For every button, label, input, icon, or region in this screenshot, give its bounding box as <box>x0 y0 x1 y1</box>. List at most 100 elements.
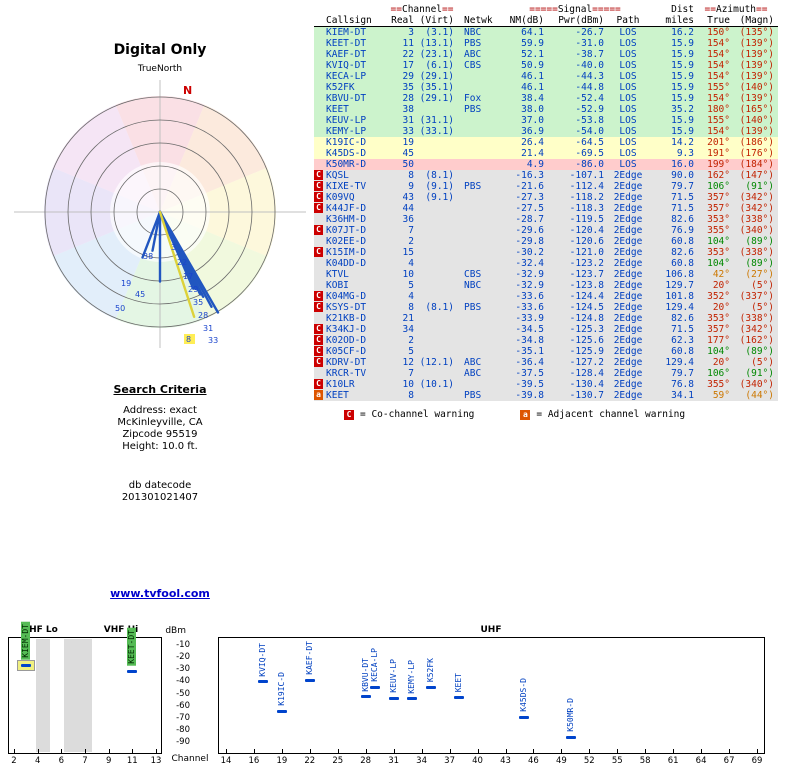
real-channel-column-header: Real <box>391 15 414 26</box>
co-channel-warning-badge: C <box>314 181 323 191</box>
radar-ring <box>67 119 253 305</box>
azimuth-magnetic-cell: (176°) <box>739 148 774 159</box>
azimuth-true-cell: 180° <box>707 104 730 115</box>
virtual-channel-cell <box>414 324 458 335</box>
noise-margin-cell: 21.4 <box>521 148 544 159</box>
azimuth-magnetic-cell: (338°) <box>739 313 774 324</box>
azimuth-true-cell: 352° <box>707 291 730 302</box>
station-row: C K09VQ 43 (9.1) -27.3 -118.2 2Edge 71.5 357° (34… <box>314 192 778 203</box>
azimuth-true-cell: 20° <box>712 302 730 313</box>
real-channel-cell: 10 <box>402 269 414 280</box>
station-label: KECA-LP <box>370 647 380 682</box>
path-cell: 2Edge <box>613 170 643 181</box>
signal-marker <box>565 736 576 740</box>
station-bearing-line <box>158 210 196 318</box>
distance-cell: 60.8 <box>671 236 694 247</box>
callsign-cell: K10LR <box>326 379 355 390</box>
callsign-cell: K21KB-D <box>326 313 367 324</box>
callsign-cell: K09VQ <box>326 192 355 203</box>
azimuth-magnetic-cell: (91°) <box>745 181 774 192</box>
power-cell: -44.8 <box>575 82 604 93</box>
power-cell: -124.8 <box>569 313 604 324</box>
channel-tick-label: 58 <box>639 756 651 766</box>
signal-marker <box>425 686 436 690</box>
signal-marker <box>453 696 464 699</box>
network-cell <box>458 192 498 203</box>
warning-spacer <box>314 93 323 103</box>
channel-tick <box>37 749 39 753</box>
callsign-cell: K05CF-D <box>326 346 367 357</box>
callsign-cell: KIXE-TV <box>326 181 367 192</box>
channel-tick <box>253 749 255 753</box>
channel-tick-label: 19 <box>276 756 288 766</box>
power-cell: -127.2 <box>569 357 604 368</box>
channel-tick-label: 11 <box>126 756 138 766</box>
real-channel-cell: 2 <box>408 335 414 346</box>
virtual-channel-cell: (23.1) <box>419 49 454 60</box>
channel-tick <box>421 749 423 753</box>
co-channel-warning-badge: C <box>314 324 323 334</box>
noise-margin-cell: 36.9 <box>521 126 544 137</box>
channel-tick-label: 9 <box>105 756 112 766</box>
warning-spacer <box>314 104 323 114</box>
station-row: KRCR-TV 7 ABC -37.5 -128.4 2Edge 79.7 106° (91°) <box>314 368 778 379</box>
dbm-tick-label: -60 <box>176 700 190 711</box>
signal-marker <box>276 710 287 714</box>
network-cell <box>458 313 498 324</box>
virtual-channel-cell: (31.1) <box>419 115 454 126</box>
power-column-header: Pwr(dBm) <box>558 15 604 26</box>
dbm-tick-label: -40 <box>176 676 190 687</box>
radar-channel-label: 45 <box>135 290 145 299</box>
network-cell <box>458 324 498 335</box>
virtual-channel-cell <box>414 236 458 247</box>
real-channel-cell: 8 <box>408 390 414 401</box>
path-cell: LOS <box>619 38 637 49</box>
virtual-channel-cell <box>414 203 458 214</box>
noise-margin-cell: -36.4 <box>515 357 544 368</box>
network-cell <box>458 115 498 126</box>
warning-spacer <box>314 236 323 246</box>
noise-margin-cell: -27.3 <box>515 192 544 203</box>
path-cell: 2Edge <box>613 280 643 291</box>
power-cell: -130.4 <box>569 379 604 390</box>
distance-cell: 76.9 <box>671 225 694 236</box>
station-row: KIEM-DT 3 (3.1) NBC 64.1 -26.7 LOS 16.2 150° (135… <box>314 27 778 38</box>
search-criteria: Search Criteria Address: exact McKinleyv… <box>0 383 320 453</box>
station-row: C K04MG-D 4 -33.6 -124.4 2Edge 101.8 352° (337°) <box>314 291 778 302</box>
network-cell <box>458 137 498 148</box>
network-cell: NBC <box>464 27 482 38</box>
distance-cell: 15.9 <box>671 115 694 126</box>
distance-cell: 79.7 <box>671 368 694 379</box>
station-row: C K44JF-D 44 -27.5 -118.3 2Edge 71.5 357° (342°) <box>314 203 778 214</box>
noise-margin-cell: 46.1 <box>521 71 544 82</box>
distance-group-header: Dist <box>671 4 694 15</box>
distance-cell: 62.3 <box>671 335 694 346</box>
distance-cell: 60.8 <box>671 258 694 269</box>
tvfool-link[interactable]: www.tvfool.com <box>110 587 210 600</box>
miles-column-header: miles <box>665 15 694 26</box>
real-channel-cell: 22 <box>402 49 414 60</box>
network-cell: PBS <box>464 302 482 313</box>
power-cell: -119.5 <box>569 214 604 225</box>
real-channel-cell: 11 <box>402 38 414 49</box>
co-channel-warning-badge: C <box>314 170 323 180</box>
radar-channel-label: 35 <box>193 298 203 307</box>
station-row: C K15IM-D 15 -30.2 -121.0 2Edge 82.6 353° (338°) <box>314 247 778 258</box>
magnetic-azimuth-column-header: (Magn) <box>739 15 774 26</box>
azimuth-magnetic-cell: (165°) <box>739 104 774 115</box>
distance-cell: 82.6 <box>671 247 694 258</box>
path-cell: 2Edge <box>613 236 643 247</box>
channel-tick <box>393 749 395 753</box>
azimuth-magnetic-cell: (338°) <box>739 247 774 258</box>
real-channel-cell: 35 <box>402 82 414 93</box>
true-north-label: TrueNorth <box>137 64 183 74</box>
virtual-channel-cell: (12.1) <box>419 357 454 368</box>
virtual-channel-column-header: (Virt) <box>419 15 454 26</box>
distance-cell: 9.3 <box>676 148 694 159</box>
warning-spacer <box>314 71 323 81</box>
power-cell: -123.8 <box>569 280 604 291</box>
channel-tick-label: 6 <box>58 756 65 766</box>
power-cell: -44.3 <box>575 71 604 82</box>
network-cell: ABC <box>464 368 482 379</box>
azimuth-magnetic-cell: (340°) <box>739 225 774 236</box>
